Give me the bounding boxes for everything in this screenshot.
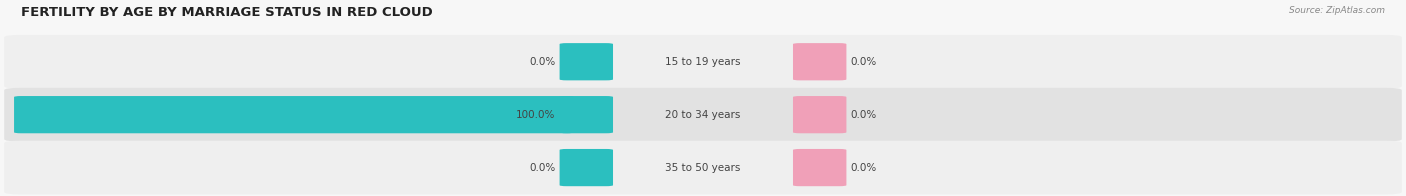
Text: 35 to 50 years: 35 to 50 years (665, 162, 741, 173)
FancyBboxPatch shape (560, 96, 613, 133)
FancyBboxPatch shape (4, 35, 1402, 89)
Text: 20 to 34 years: 20 to 34 years (665, 110, 741, 120)
FancyBboxPatch shape (793, 149, 846, 186)
FancyBboxPatch shape (560, 149, 613, 186)
Text: Source: ZipAtlas.com: Source: ZipAtlas.com (1289, 6, 1385, 15)
FancyBboxPatch shape (4, 88, 1402, 142)
Text: 15 to 19 years: 15 to 19 years (665, 57, 741, 67)
FancyBboxPatch shape (14, 96, 574, 133)
FancyBboxPatch shape (560, 43, 613, 80)
Text: 0.0%: 0.0% (851, 162, 877, 173)
FancyBboxPatch shape (793, 96, 846, 133)
Text: 0.0%: 0.0% (529, 162, 555, 173)
Text: 0.0%: 0.0% (851, 57, 877, 67)
FancyBboxPatch shape (793, 43, 846, 80)
Text: 0.0%: 0.0% (851, 110, 877, 120)
Text: FERTILITY BY AGE BY MARRIAGE STATUS IN RED CLOUD: FERTILITY BY AGE BY MARRIAGE STATUS IN R… (21, 6, 433, 19)
Text: 100.0%: 100.0% (516, 110, 555, 120)
FancyBboxPatch shape (4, 141, 1402, 194)
Text: 0.0%: 0.0% (529, 57, 555, 67)
